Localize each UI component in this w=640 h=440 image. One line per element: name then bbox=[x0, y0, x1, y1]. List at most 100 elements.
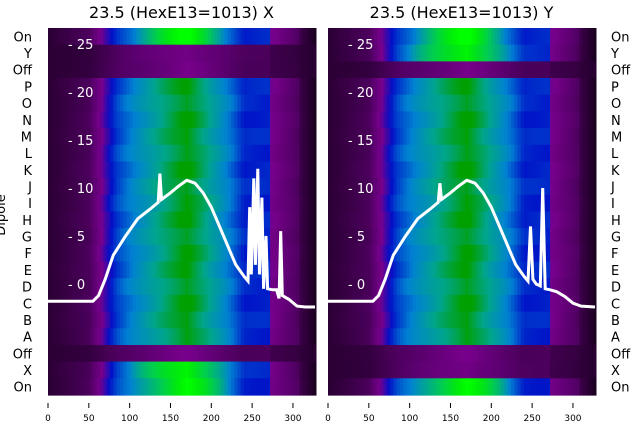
heatmap-cell bbox=[110, 261, 114, 279]
heatmap-cell bbox=[172, 28, 176, 46]
row-label-left: L bbox=[25, 147, 33, 162]
heatmap-cell bbox=[312, 194, 317, 213]
heatmap-cell bbox=[312, 94, 317, 112]
heatmap-cell bbox=[468, 194, 473, 213]
heatmap-cell bbox=[162, 361, 167, 379]
heatmap-cell bbox=[432, 178, 437, 196]
heatmap-cell bbox=[465, 244, 470, 263]
heatmap-cell bbox=[579, 244, 584, 263]
heatmap-cell bbox=[227, 28, 232, 46]
heatmap-cell bbox=[445, 244, 450, 263]
heatmap-cell bbox=[556, 178, 561, 196]
heatmap-cell bbox=[354, 161, 358, 179]
heatmap-cell bbox=[478, 44, 483, 62]
heatmap-cell bbox=[149, 345, 154, 363]
heatmap-cell bbox=[484, 328, 489, 346]
heatmap-cell bbox=[172, 178, 176, 196]
heatmap-cell bbox=[162, 378, 167, 396]
heatmap-cell bbox=[488, 128, 492, 146]
heatmap-cell bbox=[494, 244, 499, 263]
heatmap-cell bbox=[334, 311, 339, 329]
heatmap-cell bbox=[455, 78, 460, 96]
heatmap-cell bbox=[573, 211, 577, 229]
heatmap-cell bbox=[393, 78, 398, 96]
heatmap-cell bbox=[409, 211, 414, 229]
heatmap-cell bbox=[380, 244, 385, 263]
heatmap-cell bbox=[367, 194, 372, 213]
heatmap-cell bbox=[299, 161, 304, 179]
heatmap-cell bbox=[162, 44, 167, 62]
heatmap-cell bbox=[70, 161, 75, 179]
heatmap-cell bbox=[559, 28, 564, 46]
heatmap-cell bbox=[240, 61, 245, 79]
heatmap-cell bbox=[592, 278, 597, 296]
heatmap-cell bbox=[159, 311, 163, 329]
heatmap-cell bbox=[185, 345, 190, 363]
heatmap-cell bbox=[155, 44, 160, 62]
heatmap-cell bbox=[377, 178, 381, 196]
heatmap-cell bbox=[103, 294, 108, 313]
heatmap-cell bbox=[155, 28, 160, 46]
heatmap-cell bbox=[396, 111, 401, 129]
heatmap-cell bbox=[475, 111, 479, 129]
heatmap-cell bbox=[390, 278, 394, 296]
heatmap-cell bbox=[77, 361, 82, 379]
heatmap-cell bbox=[520, 94, 525, 112]
heatmap-cell bbox=[286, 178, 291, 196]
heatmap-cell bbox=[276, 144, 281, 163]
heatmap-cell bbox=[504, 345, 509, 363]
heatmap-cell bbox=[237, 328, 242, 346]
heatmap-cell bbox=[504, 178, 509, 196]
heatmap-cell bbox=[253, 294, 258, 313]
heatmap-cell bbox=[386, 44, 391, 62]
heatmap-cell bbox=[250, 144, 255, 163]
heatmap-cell bbox=[520, 128, 525, 146]
heatmap-cell bbox=[390, 228, 394, 246]
heatmap-cell bbox=[465, 345, 470, 363]
heatmap-cell bbox=[475, 378, 479, 396]
heatmap-cell bbox=[306, 228, 310, 246]
heatmap-cell bbox=[227, 178, 232, 196]
heatmap-cell bbox=[270, 361, 274, 379]
heatmap-cell bbox=[155, 128, 160, 146]
heatmap-cell bbox=[439, 111, 443, 129]
heatmap-cell bbox=[337, 244, 342, 263]
heatmap-cell bbox=[530, 278, 535, 296]
heatmap-cell bbox=[230, 294, 235, 313]
heatmap-cell bbox=[139, 278, 144, 296]
heatmap-cell bbox=[406, 78, 411, 96]
heatmap-cell bbox=[191, 111, 196, 129]
heatmap-cell bbox=[494, 345, 499, 363]
heatmap-cell bbox=[452, 311, 456, 329]
heatmap-cell bbox=[377, 161, 381, 179]
heatmap-cell bbox=[347, 78, 352, 96]
heatmap-cell bbox=[110, 311, 114, 329]
heatmap-cell bbox=[188, 61, 193, 79]
heatmap-cell bbox=[484, 128, 489, 146]
heatmap-cell bbox=[540, 161, 545, 179]
row-label-left: H bbox=[22, 214, 32, 229]
heatmap-cell bbox=[337, 94, 342, 112]
heatmap-cell bbox=[74, 311, 78, 329]
heatmap-cell bbox=[341, 244, 345, 263]
heatmap-cell bbox=[546, 261, 551, 279]
heatmap-cell bbox=[253, 328, 258, 346]
heatmap-cell bbox=[240, 211, 245, 229]
heatmap-cell bbox=[569, 61, 574, 79]
heatmap-cell bbox=[409, 361, 414, 379]
heatmap-cell bbox=[54, 328, 59, 346]
heatmap-cell bbox=[517, 78, 522, 96]
heatmap-cell bbox=[149, 61, 154, 79]
heatmap-cell bbox=[302, 294, 307, 313]
x-tick-label: 250 bbox=[244, 414, 261, 424]
heatmap-cell bbox=[331, 161, 336, 179]
heatmap-cell bbox=[250, 345, 255, 363]
heatmap-cell bbox=[263, 144, 268, 163]
heatmap-cell bbox=[244, 311, 248, 329]
heatmap-cell bbox=[230, 111, 235, 129]
heatmap-cell bbox=[51, 328, 56, 346]
heatmap-cell bbox=[234, 28, 239, 46]
heatmap-cell bbox=[347, 144, 352, 163]
heatmap-cell bbox=[576, 378, 581, 396]
heatmap-cell bbox=[77, 128, 82, 146]
